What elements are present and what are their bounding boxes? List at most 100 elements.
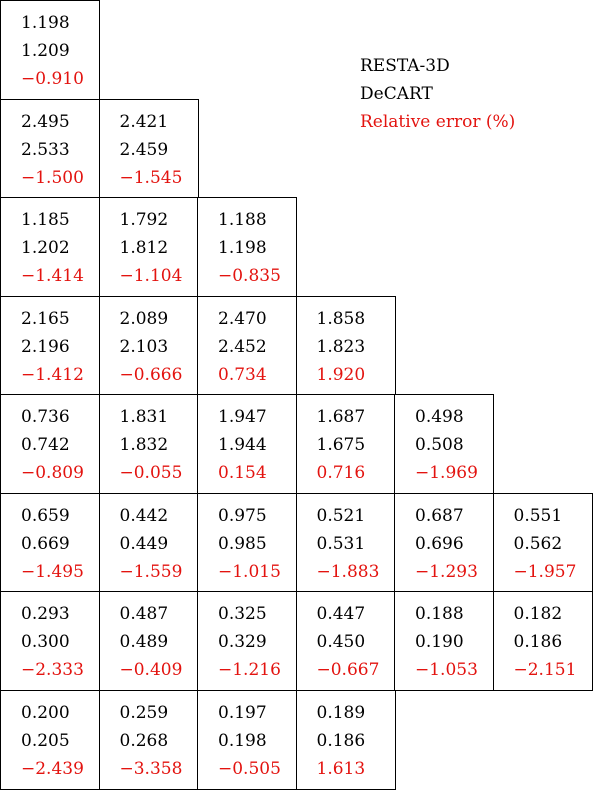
- assembly-cell: 0.687 0.696 −1.293: [394, 492, 494, 593]
- decart-value: 1.812: [119, 238, 169, 258]
- decart-value: 1.198: [218, 238, 267, 258]
- legend-relative-error: Relative error (%): [360, 112, 516, 132]
- relative-error-value: −1.495: [21, 561, 84, 582]
- assembly-cell: 0.259 0.268 −3.358: [98, 689, 199, 790]
- resta-3d-value: 1.687: [316, 407, 366, 427]
- relative-error-value: −1.545: [119, 167, 183, 188]
- assembly-cell: 0.659 0.669 −1.495: [0, 492, 100, 593]
- decart-value: 0.985: [218, 533, 267, 554]
- decart-value: 0.449: [119, 533, 169, 554]
- assembly-cell: 1.947 1.944 0.154: [197, 394, 297, 494]
- relative-error-value: −0.409: [119, 660, 183, 680]
- relative-error-value: −1.412: [21, 364, 84, 385]
- relative-error-value: −1.559: [119, 561, 183, 582]
- relative-error-value: −2.439: [21, 758, 84, 779]
- resta-3d-value: 0.736: [21, 407, 70, 427]
- assembly-cell: 0.325 0.329 −1.216: [197, 591, 297, 691]
- relative-error-value: 0.734: [218, 364, 267, 385]
- decart-value: 0.489: [119, 632, 169, 652]
- resta-3d-value: 0.487: [119, 604, 169, 624]
- resta-3d-value: 0.259: [119, 702, 169, 723]
- resta-3d-value: 1.188: [218, 210, 267, 230]
- decart-value: 0.450: [316, 632, 366, 652]
- relative-error-value: 0.716: [316, 463, 366, 483]
- decart-value: 0.198: [218, 730, 267, 751]
- assembly-cell: 0.521 0.531 −1.883: [295, 492, 396, 593]
- resta-3d-value: 2.470: [218, 308, 267, 329]
- resta-3d-value: 0.551: [513, 505, 563, 526]
- assembly-cell: 1.188 1.198 −0.835: [197, 197, 297, 297]
- decart-value: 0.186: [316, 730, 366, 751]
- relative-error-value: −1.104: [119, 266, 183, 286]
- assembly-cell: 0.189 0.186 1.613: [295, 689, 396, 790]
- decart-value: 0.300: [21, 632, 70, 652]
- assembly-cell: 0.736 0.742 −0.809: [0, 394, 100, 494]
- assembly-cell: 0.188 0.190 −1.053: [394, 591, 494, 691]
- decart-value: 1.675: [316, 435, 366, 455]
- decart-value: 0.696: [415, 533, 464, 554]
- relative-error-value: −1.883: [316, 561, 380, 582]
- decart-value: 0.669: [21, 533, 70, 554]
- assembly-cell: 0.975 0.985 −1.015: [197, 492, 297, 593]
- relative-error-value: −0.667: [316, 660, 380, 680]
- relative-error-value: −2.151: [513, 660, 577, 680]
- relative-error-value: −0.505: [218, 758, 281, 779]
- relative-error-value: −1.015: [218, 561, 281, 582]
- relative-error-value: −0.666: [119, 364, 183, 385]
- resta-3d-value: 0.687: [415, 505, 464, 526]
- relative-error-value: −1.500: [21, 167, 84, 188]
- assembly-cell: 2.495 2.533 −1.500: [0, 98, 100, 199]
- decart-value: 0.186: [513, 632, 563, 652]
- assembly-cell: 0.182 0.186 −2.151: [492, 591, 593, 691]
- resta-3d-value: 0.975: [218, 505, 267, 526]
- resta-3d-value: 0.188: [415, 604, 464, 624]
- assembly-cell: 2.421 2.459 −1.545: [98, 98, 199, 199]
- assembly-cell: 0.447 0.450 −0.667: [295, 591, 396, 691]
- assembly-cell: 1.687 1.675 0.716: [295, 394, 396, 494]
- relative-error-value: 1.920: [316, 364, 366, 385]
- decart-value: 1.202: [21, 238, 70, 258]
- resta-3d-value: 0.189: [316, 702, 366, 723]
- assembly-cell: 0.200 0.205 −2.439: [0, 689, 100, 790]
- relative-error-value: −1.053: [415, 660, 478, 680]
- resta-3d-value: 0.293: [21, 604, 70, 624]
- resta-3d-value: 2.495: [21, 111, 70, 132]
- assembly-cell: 0.487 0.489 −0.409: [98, 591, 199, 691]
- decart-value: 1.832: [119, 435, 169, 455]
- decart-value: 2.452: [218, 336, 267, 357]
- relative-error-value: −0.809: [21, 463, 84, 483]
- relative-error-value: 0.154: [218, 463, 267, 483]
- resta-3d-value: 1.947: [218, 407, 267, 427]
- relative-error-value: −1.414: [21, 266, 84, 286]
- resta-3d-value: 0.442: [119, 505, 169, 526]
- legend-resta-3d: RESTA-3D: [360, 56, 450, 76]
- resta-3d-value: 0.521: [316, 505, 366, 526]
- assembly-cell: 0.293 0.300 −2.333: [0, 591, 100, 691]
- resta-3d-value: 2.421: [119, 111, 169, 132]
- assembly-cell: 0.498 0.508 −1.969: [394, 394, 494, 494]
- resta-3d-value: 2.165: [21, 308, 70, 329]
- assembly-cell: 0.197 0.198 −0.505: [197, 689, 297, 790]
- decart-value: 1.209: [21, 41, 70, 61]
- decart-value: 1.944: [218, 435, 267, 455]
- assembly-cell: 1.858 1.823 1.920: [295, 295, 396, 396]
- resta-3d-value: 0.659: [21, 505, 70, 526]
- resta-3d-value: 0.182: [513, 604, 563, 624]
- resta-3d-value: 1.198: [21, 13, 70, 33]
- resta-3d-value: 0.447: [316, 604, 366, 624]
- legend-decart: DeCART: [360, 84, 433, 104]
- resta-3d-value: 1.831: [119, 407, 169, 427]
- relative-error-value: −1.957: [513, 561, 577, 582]
- relative-error-value: −0.055: [119, 463, 183, 483]
- decart-value: 2.533: [21, 139, 70, 160]
- decart-value: 0.329: [218, 632, 267, 652]
- assembly-cell: 2.165 2.196 −1.412: [0, 295, 100, 396]
- legend: RESTA-3D DeCART Relative error (%): [360, 52, 515, 136]
- decart-value: 2.103: [119, 336, 169, 357]
- resta-3d-value: 0.200: [21, 702, 70, 723]
- decart-value: 0.268: [119, 730, 169, 751]
- assembly-cell: 1.198 1.209 −0.910: [0, 0, 100, 100]
- decart-value: 2.196: [21, 336, 70, 357]
- decart-value: 2.459: [119, 139, 169, 160]
